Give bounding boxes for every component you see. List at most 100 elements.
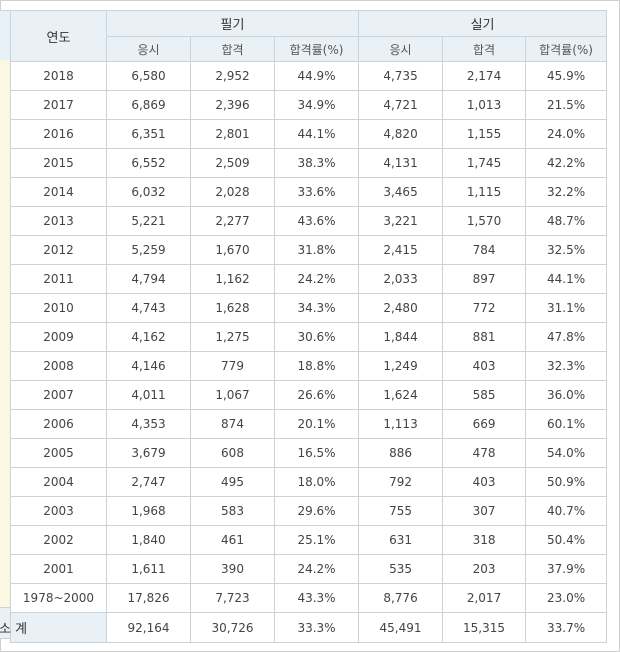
- table-row: 2017 6,869 2,396 34.9% 4,721 1,013 21.5%: [10, 90, 608, 120]
- header-group-row: 연도 필기 실기: [10, 10, 608, 62]
- written-pass-cell: 461: [190, 525, 275, 555]
- practical-rate-cell: 23.0%: [525, 583, 608, 613]
- table-row: 2016 6,351 2,801 44.1% 4,820 1,155 24.0%: [10, 119, 608, 149]
- practical-apply-cell: 631: [358, 525, 444, 555]
- total-row: 소 계 92,164 30,726 33.3% 45,491 15,315 33.7%: [0, 612, 608, 643]
- practical-rate-cell: 44.1%: [525, 264, 608, 294]
- written-rate-cell: 30.6%: [273, 322, 360, 352]
- written-apply-cell: 4,794: [106, 264, 191, 294]
- total-written-apply: 92,164: [106, 612, 191, 643]
- table-row: 2007 4,011 1,067 26.6% 1,624 585 36.0%: [10, 380, 608, 410]
- year-cell: 2007: [10, 380, 107, 410]
- written-pass-cell: 583: [190, 496, 275, 526]
- year-cell: 2002: [10, 525, 107, 555]
- year-cell: 2012: [10, 235, 107, 265]
- written-apply-cell: 6,032: [106, 177, 191, 207]
- table-row: 2018 6,580 2,952 44.9% 4,735 2,174 45.9%: [10, 61, 608, 91]
- written-pass-cell: 1,067: [190, 380, 275, 410]
- written-apply-cell: 4,162: [106, 322, 191, 352]
- written-pass-cell: 874: [190, 409, 275, 439]
- practical-rate-cell: 42.2%: [525, 148, 608, 178]
- total-practical-pass: 15,315: [442, 612, 527, 643]
- practical-apply-cell: 886: [358, 438, 444, 468]
- written-apply-cell: 6,869: [106, 90, 191, 120]
- written-pass-cell: 1,275: [190, 322, 275, 352]
- written-rate-cell: 44.1%: [273, 119, 360, 149]
- practical-pass-cell: 1,013: [442, 90, 527, 120]
- practical-pass-cell: 403: [442, 351, 527, 381]
- written-apply-cell: 17,826: [106, 583, 191, 613]
- written-pass-cell: 495: [190, 467, 275, 497]
- practical-pass-cell: 478: [442, 438, 527, 468]
- table-row: 2005 3,679 608 16.5% 886 478 54.0%: [10, 438, 608, 468]
- practical-apply-cell: 3,465: [358, 177, 444, 207]
- total-left-stub: [0, 607, 10, 639]
- total-written-pass: 30,726: [190, 612, 275, 643]
- written-pass-cell: 2,801: [190, 119, 275, 149]
- col-group-written: 필기: [105, 10, 360, 37]
- table-row: 2006 4,353 874 20.1% 1,113 669 60.1%: [10, 409, 608, 439]
- col-header-written-pass: 합격: [190, 36, 275, 62]
- practical-pass-cell: 203: [442, 554, 527, 584]
- year-cell: 2006: [10, 409, 107, 439]
- written-pass-cell: 1,628: [190, 293, 275, 323]
- practical-apply-cell: 4,721: [358, 90, 444, 120]
- written-apply-cell: 6,552: [106, 148, 191, 178]
- written-rate-cell: 43.3%: [273, 583, 360, 613]
- written-rate-cell: 29.6%: [273, 496, 360, 526]
- table-body: 2018 6,580 2,952 44.9% 4,735 2,174 45.9% 2017 6,…: [0, 61, 608, 643]
- written-rate-cell: 34.3%: [273, 293, 360, 323]
- col-group-practical: 실기: [358, 10, 608, 37]
- year-cell: 2004: [10, 467, 107, 497]
- practical-apply-cell: 535: [358, 554, 444, 584]
- written-pass-cell: 2,952: [190, 61, 275, 91]
- written-rate-cell: 18.8%: [273, 351, 360, 381]
- written-apply-cell: 3,679: [106, 438, 191, 468]
- table-row: 2001 1,611 390 24.2% 535 203 37.9%: [10, 554, 608, 584]
- year-cell: 1978~2000: [10, 583, 107, 613]
- practical-rate-cell: 50.9%: [525, 467, 608, 497]
- exam-statistics-table: 연도 필기 실기 응시 합격 합격률(%) 응시 합격 합격률(%) 2018 6…: [0, 10, 608, 643]
- practical-pass-cell: 1,570: [442, 206, 527, 236]
- total-practical-apply: 45,491: [358, 612, 444, 643]
- written-pass-cell: 2,277: [190, 206, 275, 236]
- written-pass-cell: 1,162: [190, 264, 275, 294]
- practical-apply-cell: 792: [358, 467, 444, 497]
- written-pass-cell: 608: [190, 438, 275, 468]
- total-label: 소 계: [0, 612, 107, 643]
- year-cell: 2010: [10, 293, 107, 323]
- year-cell: 2013: [10, 206, 107, 236]
- header-left-stub: [0, 10, 10, 62]
- table-row: 2004 2,747 495 18.0% 792 403 50.9%: [10, 467, 608, 497]
- table-row: 2010 4,743 1,628 34.3% 2,480 772 31.1%: [10, 293, 608, 323]
- written-apply-cell: 4,146: [106, 351, 191, 381]
- total-label-text: 소 계: [0, 622, 28, 637]
- written-apply-cell: 4,011: [106, 380, 191, 410]
- year-cell: 2014: [10, 177, 107, 207]
- written-apply-cell: 2,747: [106, 467, 191, 497]
- practical-rate-cell: 32.5%: [525, 235, 608, 265]
- written-apply-cell: 1,968: [106, 496, 191, 526]
- practical-rate-cell: 48.7%: [525, 206, 608, 236]
- practical-pass-cell: 784: [442, 235, 527, 265]
- table-row: 2013 5,221 2,277 43.6% 3,221 1,570 48.7%: [10, 206, 608, 236]
- practical-apply-cell: 755: [358, 496, 444, 526]
- written-pass-cell: 2,509: [190, 148, 275, 178]
- written-apply-cell: 1,611: [106, 554, 191, 584]
- practical-apply-cell: 1,624: [358, 380, 444, 410]
- written-pass-cell: 390: [190, 554, 275, 584]
- year-cell: 2005: [10, 438, 107, 468]
- total-written-rate: 33.3%: [273, 612, 360, 643]
- practical-pass-cell: 403: [442, 467, 527, 497]
- year-cell: 2001: [10, 554, 107, 584]
- written-rate-cell: 16.5%: [273, 438, 360, 468]
- table-row: 2012 5,259 1,670 31.8% 2,415 784 32.5%: [10, 235, 608, 265]
- practical-apply-cell: 3,221: [358, 206, 444, 236]
- table-row: 2002 1,840 461 25.1% 631 318 50.4%: [10, 525, 608, 555]
- col-header-year: 연도: [10, 10, 107, 62]
- practical-apply-cell: 4,735: [358, 61, 444, 91]
- written-rate-cell: 43.6%: [273, 206, 360, 236]
- written-rate-cell: 34.9%: [273, 90, 360, 120]
- practical-rate-cell: 40.7%: [525, 496, 608, 526]
- practical-rate-cell: 60.1%: [525, 409, 608, 439]
